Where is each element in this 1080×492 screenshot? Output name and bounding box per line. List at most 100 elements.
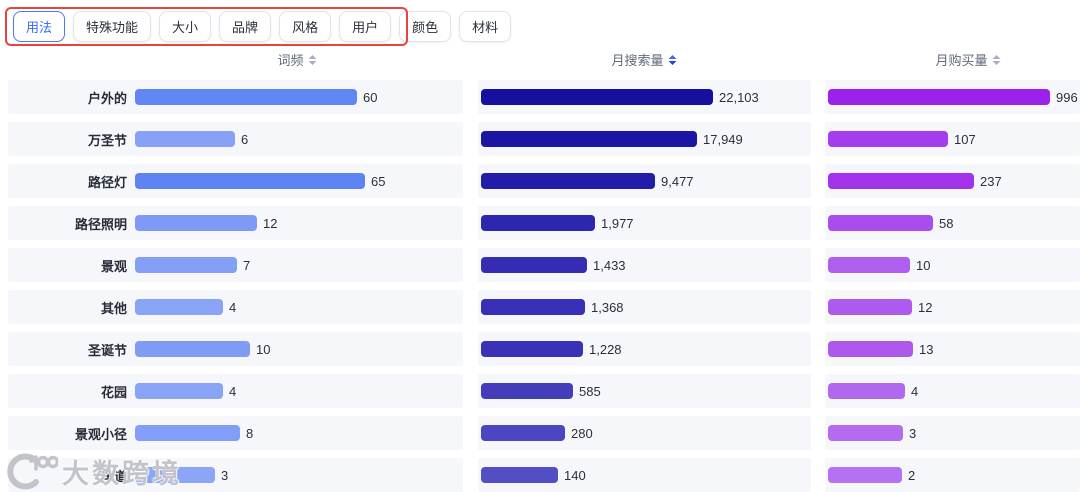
freq-cell: 花园 4 (8, 374, 463, 408)
search-bar[interactable] (481, 299, 585, 315)
column-header-search[interactable]: 月搜索量 (611, 50, 677, 69)
purchase-bar[interactable] (828, 341, 913, 357)
search-bar[interactable] (481, 89, 713, 105)
freq-bar[interactable] (135, 383, 223, 399)
freq-bar[interactable] (135, 131, 235, 147)
search-value: 22,103 (719, 89, 759, 105)
tab-bar: 用法 特殊功能 大小 品牌 风格 用户 颜色 材料 (13, 11, 512, 42)
table-row: 圣诞节 10 1,228 13 (0, 328, 1080, 370)
purchase-value: 996 (1056, 89, 1078, 105)
search-cell: 140 (478, 458, 811, 492)
search-cell: 585 (478, 374, 811, 408)
purchase-bar[interactable] (828, 299, 912, 315)
row-label: 路径照明 (74, 216, 127, 232)
tab-7[interactable]: 颜色 (399, 11, 452, 42)
freq-bar[interactable] (135, 173, 365, 189)
purchase-cell: 4 (825, 374, 1080, 408)
search-bar[interactable] (481, 467, 558, 483)
row-label: 其他 (100, 300, 127, 316)
search-bar[interactable] (481, 257, 587, 273)
purchase-bar[interactable] (828, 215, 933, 231)
table-row: 车道 3 140 2 (0, 454, 1080, 492)
purchase-bar[interactable] (828, 257, 910, 273)
freq-bar[interactable] (135, 89, 357, 105)
column-header-label: 月搜索量 (611, 53, 664, 68)
search-cell: 1,433 (478, 248, 811, 282)
purchase-cell: 107 (825, 122, 1080, 156)
row-label: 景观小径 (74, 426, 127, 442)
freq-cell: 车道 3 (8, 458, 463, 492)
purchase-cell: 58 (825, 206, 1080, 240)
row-label: 车道 (100, 468, 127, 484)
purchase-cell: 996 (825, 80, 1080, 114)
freq-value: 60 (363, 89, 378, 105)
search-value: 585 (579, 383, 601, 399)
purchase-bar[interactable] (828, 383, 905, 399)
freq-cell: 景观 7 (8, 248, 463, 282)
tab-2[interactable]: 特殊功能 (73, 11, 152, 42)
purchase-cell: 12 (825, 290, 1080, 324)
table-row: 花园 4 585 4 (0, 370, 1080, 412)
purchase-value: 58 (939, 215, 954, 231)
tab-3[interactable]: 大小 (159, 11, 212, 42)
search-bar[interactable] (481, 425, 565, 441)
freq-value: 8 (246, 425, 254, 441)
tab-6[interactable]: 用户 (339, 11, 392, 42)
tab-4[interactable]: 品牌 (219, 11, 272, 42)
tab-8[interactable]: 材料 (459, 11, 512, 42)
purchase-value: 13 (919, 341, 934, 357)
column-header-freq[interactable]: 词频 (277, 50, 317, 69)
search-value: 1,433 (593, 257, 626, 273)
purchase-value: 237 (980, 173, 1002, 189)
search-bar[interactable] (481, 383, 573, 399)
search-bar[interactable] (481, 173, 655, 189)
search-cell: 280 (478, 416, 811, 450)
table-row: 景观 7 1,433 10 (0, 244, 1080, 286)
freq-bar[interactable] (135, 215, 257, 231)
sort-icon[interactable] (308, 54, 317, 65)
sort-icon[interactable] (992, 54, 1001, 65)
purchase-bar[interactable] (828, 173, 974, 189)
search-bar[interactable] (481, 131, 697, 147)
column-header-label: 词频 (277, 53, 304, 68)
column-header-purchase[interactable]: 月购买量 (935, 50, 1001, 69)
search-value: 17,949 (703, 131, 743, 147)
freq-cell: 路径照明 12 (8, 206, 463, 240)
freq-cell: 圣诞节 10 (8, 332, 463, 366)
table-row: 景观小径 8 280 3 (0, 412, 1080, 454)
tab-1[interactable]: 用法 (13, 11, 66, 42)
freq-bar[interactable] (135, 467, 215, 483)
purchase-value: 107 (954, 131, 976, 147)
freq-value: 12 (263, 215, 278, 231)
freq-bar[interactable] (135, 299, 223, 315)
tab-5[interactable]: 风格 (279, 11, 332, 42)
purchase-cell: 3 (825, 416, 1080, 450)
purchase-bar[interactable] (828, 467, 902, 483)
search-cell: 9,477 (478, 164, 811, 198)
purchase-bar[interactable] (828, 89, 1050, 105)
search-bar[interactable] (481, 215, 595, 231)
search-value: 140 (564, 467, 586, 483)
search-cell: 1,977 (478, 206, 811, 240)
column-headers: 词频 月搜索量 月购买量 (0, 50, 1080, 70)
sort-icon[interactable] (668, 54, 677, 65)
bar-table: 户外的 60 22,103 996 万圣节 6 17,949 107 路径灯 65 9,477 237… (0, 76, 1080, 492)
freq-bar[interactable] (135, 425, 240, 441)
row-label: 户外的 (87, 90, 127, 106)
search-bar[interactable] (481, 341, 583, 357)
purchase-bar[interactable] (828, 131, 948, 147)
freq-value: 6 (241, 131, 249, 147)
freq-cell: 路径灯 65 (8, 164, 463, 198)
purchase-bar[interactable] (828, 425, 903, 441)
table-row: 其他 4 1,368 12 (0, 286, 1080, 328)
search-cell: 1,228 (478, 332, 811, 366)
freq-bar[interactable] (135, 257, 237, 273)
table-row: 户外的 60 22,103 996 (0, 76, 1080, 118)
freq-value: 7 (243, 257, 251, 273)
search-cell: 1,368 (478, 290, 811, 324)
purchase-cell: 10 (825, 248, 1080, 282)
freq-bar[interactable] (135, 341, 250, 357)
freq-value: 10 (256, 341, 271, 357)
freq-cell: 景观小径 8 (8, 416, 463, 450)
